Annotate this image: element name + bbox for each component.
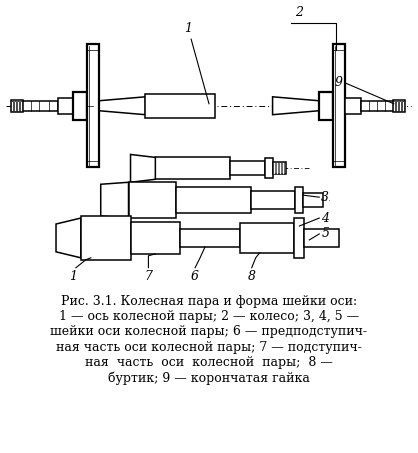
Bar: [11, 100, 23, 112]
Text: ная  часть  оси  колесной  пары;  8 —: ная часть оси колесной пары; 8 —: [85, 356, 333, 369]
Bar: [273, 162, 286, 174]
Bar: [393, 100, 405, 112]
Text: шейки оси колесной пары; 6 — предподступич-: шейки оси колесной пары; 6 — предподступ…: [51, 325, 367, 338]
Bar: [58, 98, 73, 114]
Bar: [240, 223, 294, 253]
Bar: [275, 162, 278, 174]
Text: 3: 3: [321, 191, 329, 204]
Bar: [304, 229, 339, 247]
Polygon shape: [130, 154, 155, 182]
Text: Рис. 3.1. Колесная пара и форма шейки оси:: Рис. 3.1. Колесная пара и форма шейки ос…: [61, 294, 357, 308]
Bar: [281, 162, 283, 174]
Text: 1 — ось колесной пары; 2 — колесо; 3, 4, 5 —: 1 — ось колесной пары; 2 — колесо; 3, 4,…: [59, 310, 359, 323]
Bar: [319, 92, 333, 120]
Polygon shape: [273, 97, 319, 115]
Bar: [81, 216, 130, 260]
Bar: [155, 158, 230, 179]
Text: 6: 6: [191, 270, 199, 283]
Bar: [265, 159, 273, 178]
Bar: [176, 187, 251, 213]
Bar: [14, 101, 16, 111]
Text: буртик; 9 — корончатая гайка: буртик; 9 — корончатая гайка: [108, 371, 310, 385]
Bar: [278, 162, 280, 174]
Bar: [20, 101, 22, 111]
Bar: [145, 94, 215, 118]
Bar: [399, 101, 401, 111]
Text: 4: 4: [321, 212, 329, 225]
Text: 5: 5: [321, 227, 329, 241]
Polygon shape: [99, 97, 145, 115]
Bar: [130, 222, 180, 254]
Bar: [129, 182, 176, 218]
Bar: [180, 229, 240, 247]
Text: 1: 1: [69, 270, 77, 283]
Bar: [17, 101, 19, 111]
Bar: [333, 44, 345, 167]
Bar: [345, 98, 361, 114]
Text: 1: 1: [184, 22, 192, 35]
Bar: [402, 101, 404, 111]
Bar: [23, 101, 58, 111]
Bar: [361, 101, 395, 111]
Bar: [87, 44, 99, 167]
Bar: [251, 191, 296, 209]
Text: 2: 2: [296, 6, 303, 19]
Text: 8: 8: [248, 270, 256, 283]
Bar: [273, 162, 275, 174]
Bar: [303, 193, 323, 207]
Polygon shape: [56, 218, 81, 258]
Bar: [396, 101, 398, 111]
Bar: [294, 218, 304, 258]
Text: ная часть оси колесной пары; 7 — подступич-: ная часть оси колесной пары; 7 — подступ…: [56, 341, 362, 354]
Bar: [73, 92, 87, 120]
Bar: [11, 101, 13, 111]
Polygon shape: [101, 182, 129, 218]
Bar: [296, 187, 303, 213]
Text: 7: 7: [144, 270, 153, 283]
Bar: [393, 101, 395, 111]
Bar: [230, 161, 265, 175]
Text: 9: 9: [334, 77, 342, 89]
